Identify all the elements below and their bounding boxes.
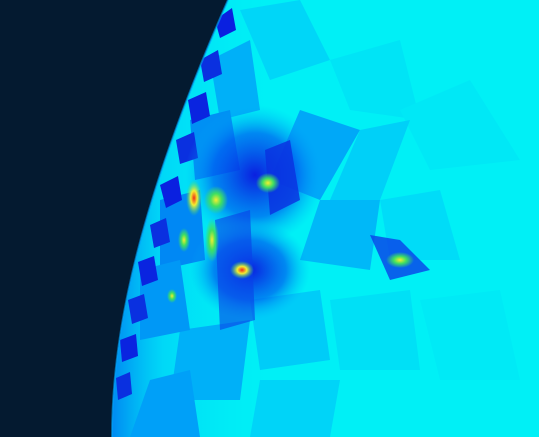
cavity xyxy=(188,92,210,124)
cavity xyxy=(120,334,138,362)
facet xyxy=(330,40,420,120)
hotspot-yellow xyxy=(205,218,219,262)
facet xyxy=(420,290,520,380)
cavity xyxy=(128,294,148,324)
facet xyxy=(400,80,520,170)
facet xyxy=(300,200,380,270)
facet xyxy=(240,0,330,80)
facet xyxy=(330,290,420,370)
facet xyxy=(130,370,200,437)
stress-streak xyxy=(265,140,300,215)
cavity xyxy=(215,8,236,38)
hotspot-yellow xyxy=(256,173,280,193)
hotspot-red xyxy=(230,261,254,279)
hotspot-green xyxy=(204,186,228,214)
cavity xyxy=(116,372,132,400)
cavity xyxy=(150,218,170,248)
hotspot-green xyxy=(178,228,190,252)
hotspot-red xyxy=(186,180,202,216)
cavity xyxy=(200,50,222,82)
facet xyxy=(250,380,340,437)
sphere-limb xyxy=(111,0,229,437)
cavity xyxy=(160,176,182,208)
hotspot-green xyxy=(386,252,414,268)
facet xyxy=(210,40,260,120)
facet xyxy=(330,120,410,200)
hotspot-green xyxy=(167,289,177,303)
cavity xyxy=(138,256,158,286)
hotspots xyxy=(167,173,414,303)
limb-cavities xyxy=(116,8,236,400)
